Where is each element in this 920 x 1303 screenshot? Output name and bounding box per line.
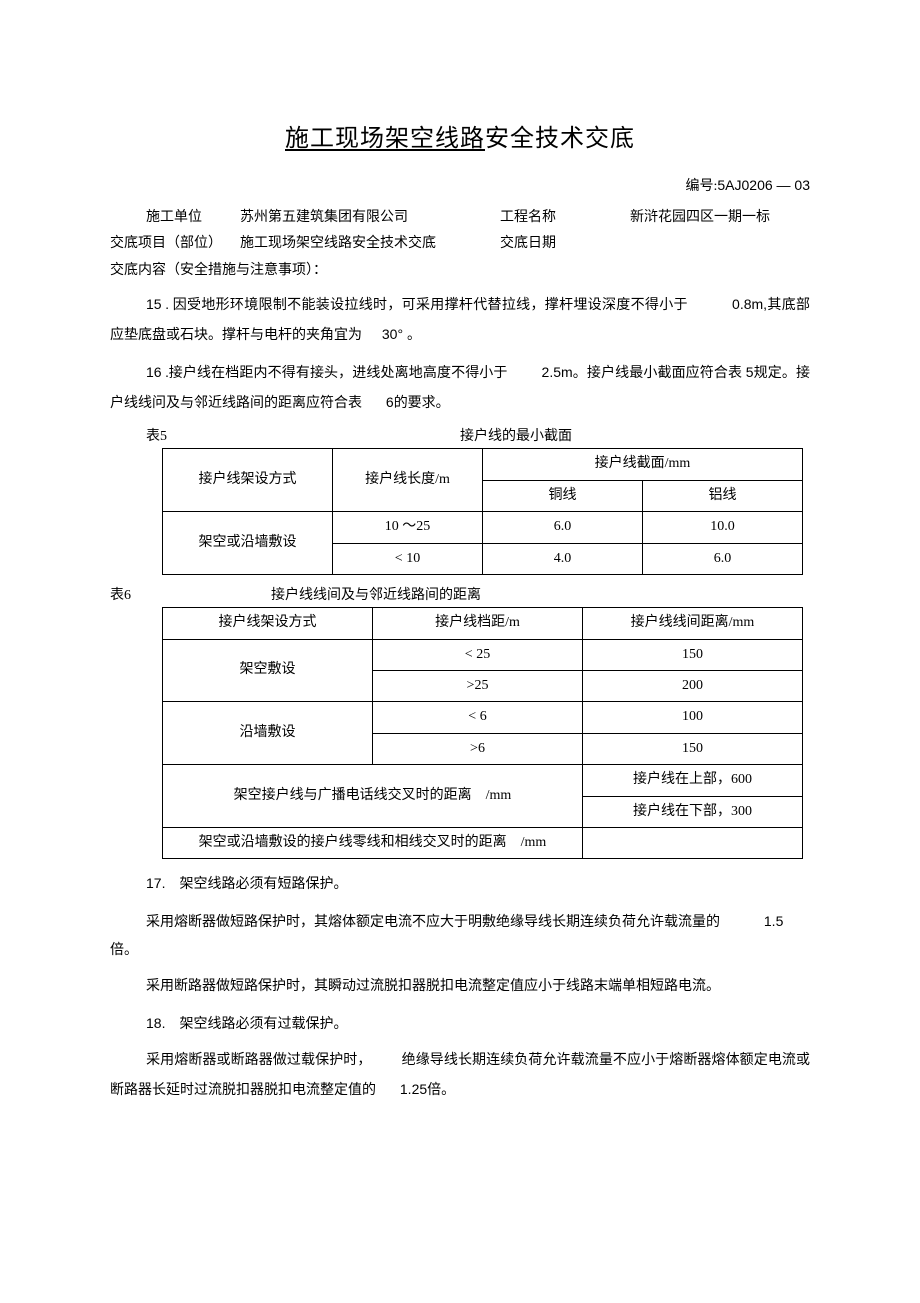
p16-val-b: 5: [746, 364, 754, 380]
p16-val-a: 2.5m。: [538, 364, 587, 380]
p16-num: 16: [146, 364, 162, 380]
t5-r1c1: 架空或沿墙敷设: [163, 512, 333, 575]
t6-r2c2b: >6: [373, 733, 583, 764]
header-row-item: 交底项目（部位） 施工现场架空线路安全技术交底 交底日期: [110, 233, 810, 255]
t5-h3b: 铝线: [643, 480, 803, 511]
t6-r1c2b: >25: [373, 671, 583, 702]
date-label: 交底日期: [500, 233, 590, 255]
table-row: 架空敷设 < 25 150: [163, 639, 803, 670]
table6: 接户线架设方式 接户线档距/m 接户线线间距离/mm 架空敷设 < 25 150…: [162, 607, 803, 859]
p18b-text-a: 采用熔断器或断路器做过载保护时，: [146, 1053, 371, 1068]
t6-r2c2a: < 6: [373, 702, 583, 733]
t5-h1: 接户线架设方式: [163, 449, 333, 512]
t6-r1c3b: 200: [583, 671, 803, 702]
doc-number-label: 编号:: [685, 179, 717, 194]
table6-label: 表6: [110, 585, 162, 607]
table-row: 接户线架设方式 接户线档距/m 接户线线间距离/mm: [163, 608, 803, 639]
page-title: 施工现场架空线路安全技术交底: [110, 120, 810, 158]
t6-r3c12: 架空接户线与广播电话线交叉时的距离 /mm: [163, 765, 583, 828]
paragraph-17: 17. 架空线路必须有短路保护。: [110, 869, 810, 899]
t6-r2c3a: 100: [583, 702, 803, 733]
table-row: 架空接户线与广播电话线交叉时的距离 /mm 接户线在上部，600: [163, 765, 803, 796]
paragraph-16: 16 .接户线在档距内不得有接头，进线处离地高度不得小于 2.5m。接户线最小截…: [110, 358, 810, 418]
unit-label: 施工单位: [110, 207, 240, 229]
p18b-val: 1.25: [396, 1081, 427, 1097]
t6-h2: 接户线档距/m: [373, 608, 583, 639]
t6-r1c1: 架空敷设: [163, 639, 373, 702]
title-underlined-part: 施工现场架空线路: [285, 126, 485, 152]
p16-text-b: 接户线最小截面应符合表: [587, 366, 746, 381]
t5-r2c2: < 10: [333, 543, 483, 574]
p17b-text2: 倍。: [110, 943, 138, 958]
table-row: 接户线架设方式 接户线长度/m 接户线截面/mm: [163, 449, 803, 480]
table5-label-row: 表5 接户线的最小截面: [110, 426, 810, 448]
t5-r2c4: 6.0: [643, 543, 803, 574]
t6-r1c2a: < 25: [373, 639, 583, 670]
unit-value: 苏州第五建筑集团有限公司: [240, 207, 500, 229]
t6-h3: 接户线线间距离/mm: [583, 608, 803, 639]
paragraph-17c: 采用断路器做短路保护时，其瞬动过流脱扣器脱扣电流整定值应小于线路末端单相短路电流…: [110, 973, 810, 1001]
p17b-text: 采用熔断器做短路保护时，其熔体额定电流不应大于明敷绝缘导线长期连续负荷允许载流量…: [146, 915, 720, 930]
p16-text-d: 的要求。: [394, 396, 450, 411]
table5-label: 表5: [110, 426, 460, 448]
p18-text: 架空线路必须有过载保护。: [165, 1017, 347, 1032]
table-row: 架空或沿墙敷设的接户线零线和相线交叉时的距离 /mm: [163, 828, 803, 859]
project-value: 新浒花园四区一期一标: [590, 207, 810, 229]
doc-number-value: 5AJ0206 — 03: [717, 177, 810, 193]
p16-text-a: .接户线在档距内不得有接头，进线处离地高度不得小于: [162, 366, 508, 381]
p15-val-a: 0.8m,: [728, 296, 767, 312]
t6-r2c3b: 150: [583, 733, 803, 764]
paragraph-15: 15 . 因受地形环境限制不能装设拉线时，可采用撑杆代替拉线，撑杆埋设深度不得小…: [110, 290, 810, 350]
p17-num: 17.: [146, 875, 165, 891]
t5-r2c3: 4.0: [483, 543, 643, 574]
p18b-text-c: 倍。: [427, 1083, 455, 1098]
table6-caption: 接户线线间及与邻近线路间的距离: [162, 585, 810, 607]
p17-text: 架空线路必须有短路保护。: [165, 877, 347, 892]
t6-r3c3b: 接户线在下部，300: [583, 796, 803, 827]
project-label: 工程名称: [500, 207, 590, 229]
doc-number: 编号:5AJ0206 — 03: [110, 174, 810, 198]
p15-val-b: 30° 。: [378, 326, 421, 342]
p15-text-a: . 因受地形环境限制不能装设拉线时，可采用撑杆代替拉线，撑杆埋设深度不得小于: [162, 298, 688, 313]
table6-label-row: 表6 接户线线间及与邻近线路间的距离: [110, 585, 810, 607]
table5-caption: 接户线的最小截面: [460, 426, 572, 448]
t6-r3c3a: 接户线在上部，600: [583, 765, 803, 796]
t5-r1c4: 10.0: [643, 512, 803, 543]
title-rest: 安全技术交底: [485, 126, 635, 152]
t6-r2c1: 沿墙敷设: [163, 702, 373, 765]
p17b-val: 1.5: [760, 913, 783, 929]
table-row: 沿墙敷设 < 6 100: [163, 702, 803, 733]
t5-r1c2: 10 ～25: [333, 512, 483, 543]
t6-r4c3: [583, 828, 803, 859]
t6-r1c3a: 150: [583, 639, 803, 670]
t5-h3: 接户线截面/mm: [483, 449, 803, 480]
t6-h1: 接户线架设方式: [163, 608, 373, 639]
t5-r1c3: 6.0: [483, 512, 643, 543]
date-value: [590, 233, 810, 255]
table-row: 架空或沿墙敷设 10 ～25 6.0 10.0: [163, 512, 803, 543]
item-value: 施工现场架空线路安全技术交底: [240, 233, 500, 255]
t6-r4c12: 架空或沿墙敷设的接户线零线和相线交叉时的距离 /mm: [163, 828, 583, 859]
header-row-unit: 施工单位 苏州第五建筑集团有限公司 工程名称 新浒花园四区一期一标: [110, 207, 810, 229]
p16-val-c: 6: [382, 394, 394, 410]
paragraph-18: 18. 架空线路必须有过载保护。: [110, 1009, 810, 1039]
table5: 接户线架设方式 接户线长度/m 接户线截面/mm 铜线 铝线 架空或沿墙敷设 1…: [162, 448, 803, 575]
p15-num: 15: [146, 296, 162, 312]
paragraph-17b: 采用熔断器做短路保护时，其熔体额定电流不应大于明敷绝缘导线长期连续负荷允许载流量…: [110, 907, 810, 965]
paragraph-18b: 采用熔断器或断路器做过载保护时， 绝缘导线长期连续负荷允许载流量不应小于熔断器熔…: [110, 1047, 810, 1105]
content-label: 交底内容（安全措施与注意事项）：: [110, 260, 810, 282]
p18-num: 18.: [146, 1015, 165, 1031]
item-label: 交底项目（部位）: [110, 233, 240, 255]
t5-h3a: 铜线: [483, 480, 643, 511]
t5-h2: 接户线长度/m: [333, 449, 483, 512]
